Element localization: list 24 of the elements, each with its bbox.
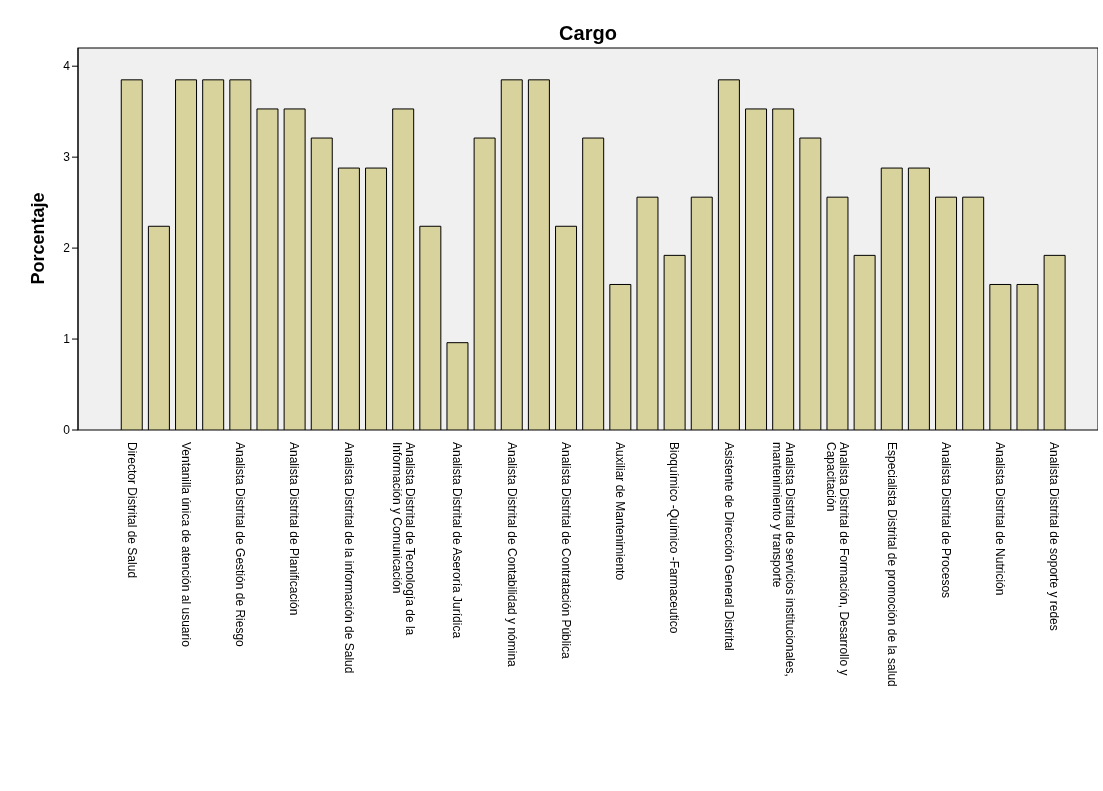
x-tick-label: Analista Distrital de Nutrición <box>993 442 1008 596</box>
y-tick-label: 2 <box>63 241 71 256</box>
x-tick-label: Analista Distrital de Tecnología de la Información y Comunicación <box>389 442 417 636</box>
x-tick-label: Analista Distrital de Gestión de Riesgo <box>233 442 248 648</box>
x-tick-label: Analista Distrital de servicios institucionales, mantenimiento y transporte <box>769 442 797 677</box>
x-tick-label: Auxiliar de Mantenimiento <box>613 442 628 581</box>
y-tick-label: 3 <box>63 150 71 165</box>
x-tick-label: Asistente de Dirección General Distrital <box>721 442 736 651</box>
y-tick-label: 4 <box>63 59 71 74</box>
x-tick-label: Bioquímico -Químico -Farmaceutico <box>667 442 682 634</box>
y-tick-label: 1 <box>63 332 71 347</box>
y-axis-title: Porcentaje <box>27 191 49 287</box>
y-tick-label: 0 <box>63 423 71 438</box>
chart-title: Cargo <box>558 22 618 45</box>
x-tick-label: Especialista Distrital de promoción de la salud <box>884 442 899 687</box>
x-tick-label: Ventanilla única de atención al usuario <box>178 442 193 648</box>
x-tick-label: Analista Distrital de Contabilidad y nómina <box>504 442 519 668</box>
x-tick-label: Director Distrital de Salud <box>124 442 139 579</box>
x-tick-label: Analista Distrital de Procesos <box>938 442 953 599</box>
x-tick-label: Analista Distrital de Aseroría Jurídica <box>450 442 465 639</box>
x-tick-label: Analista Distrital de la información de Salud <box>341 442 356 674</box>
x-tick-label: Analista Distrital de soporte y redes <box>1047 442 1062 631</box>
x-tick-label: Analista Distrital de Planificación <box>287 442 302 616</box>
x-tick-label: Analista Distrital de Contratación Pública <box>558 442 573 660</box>
